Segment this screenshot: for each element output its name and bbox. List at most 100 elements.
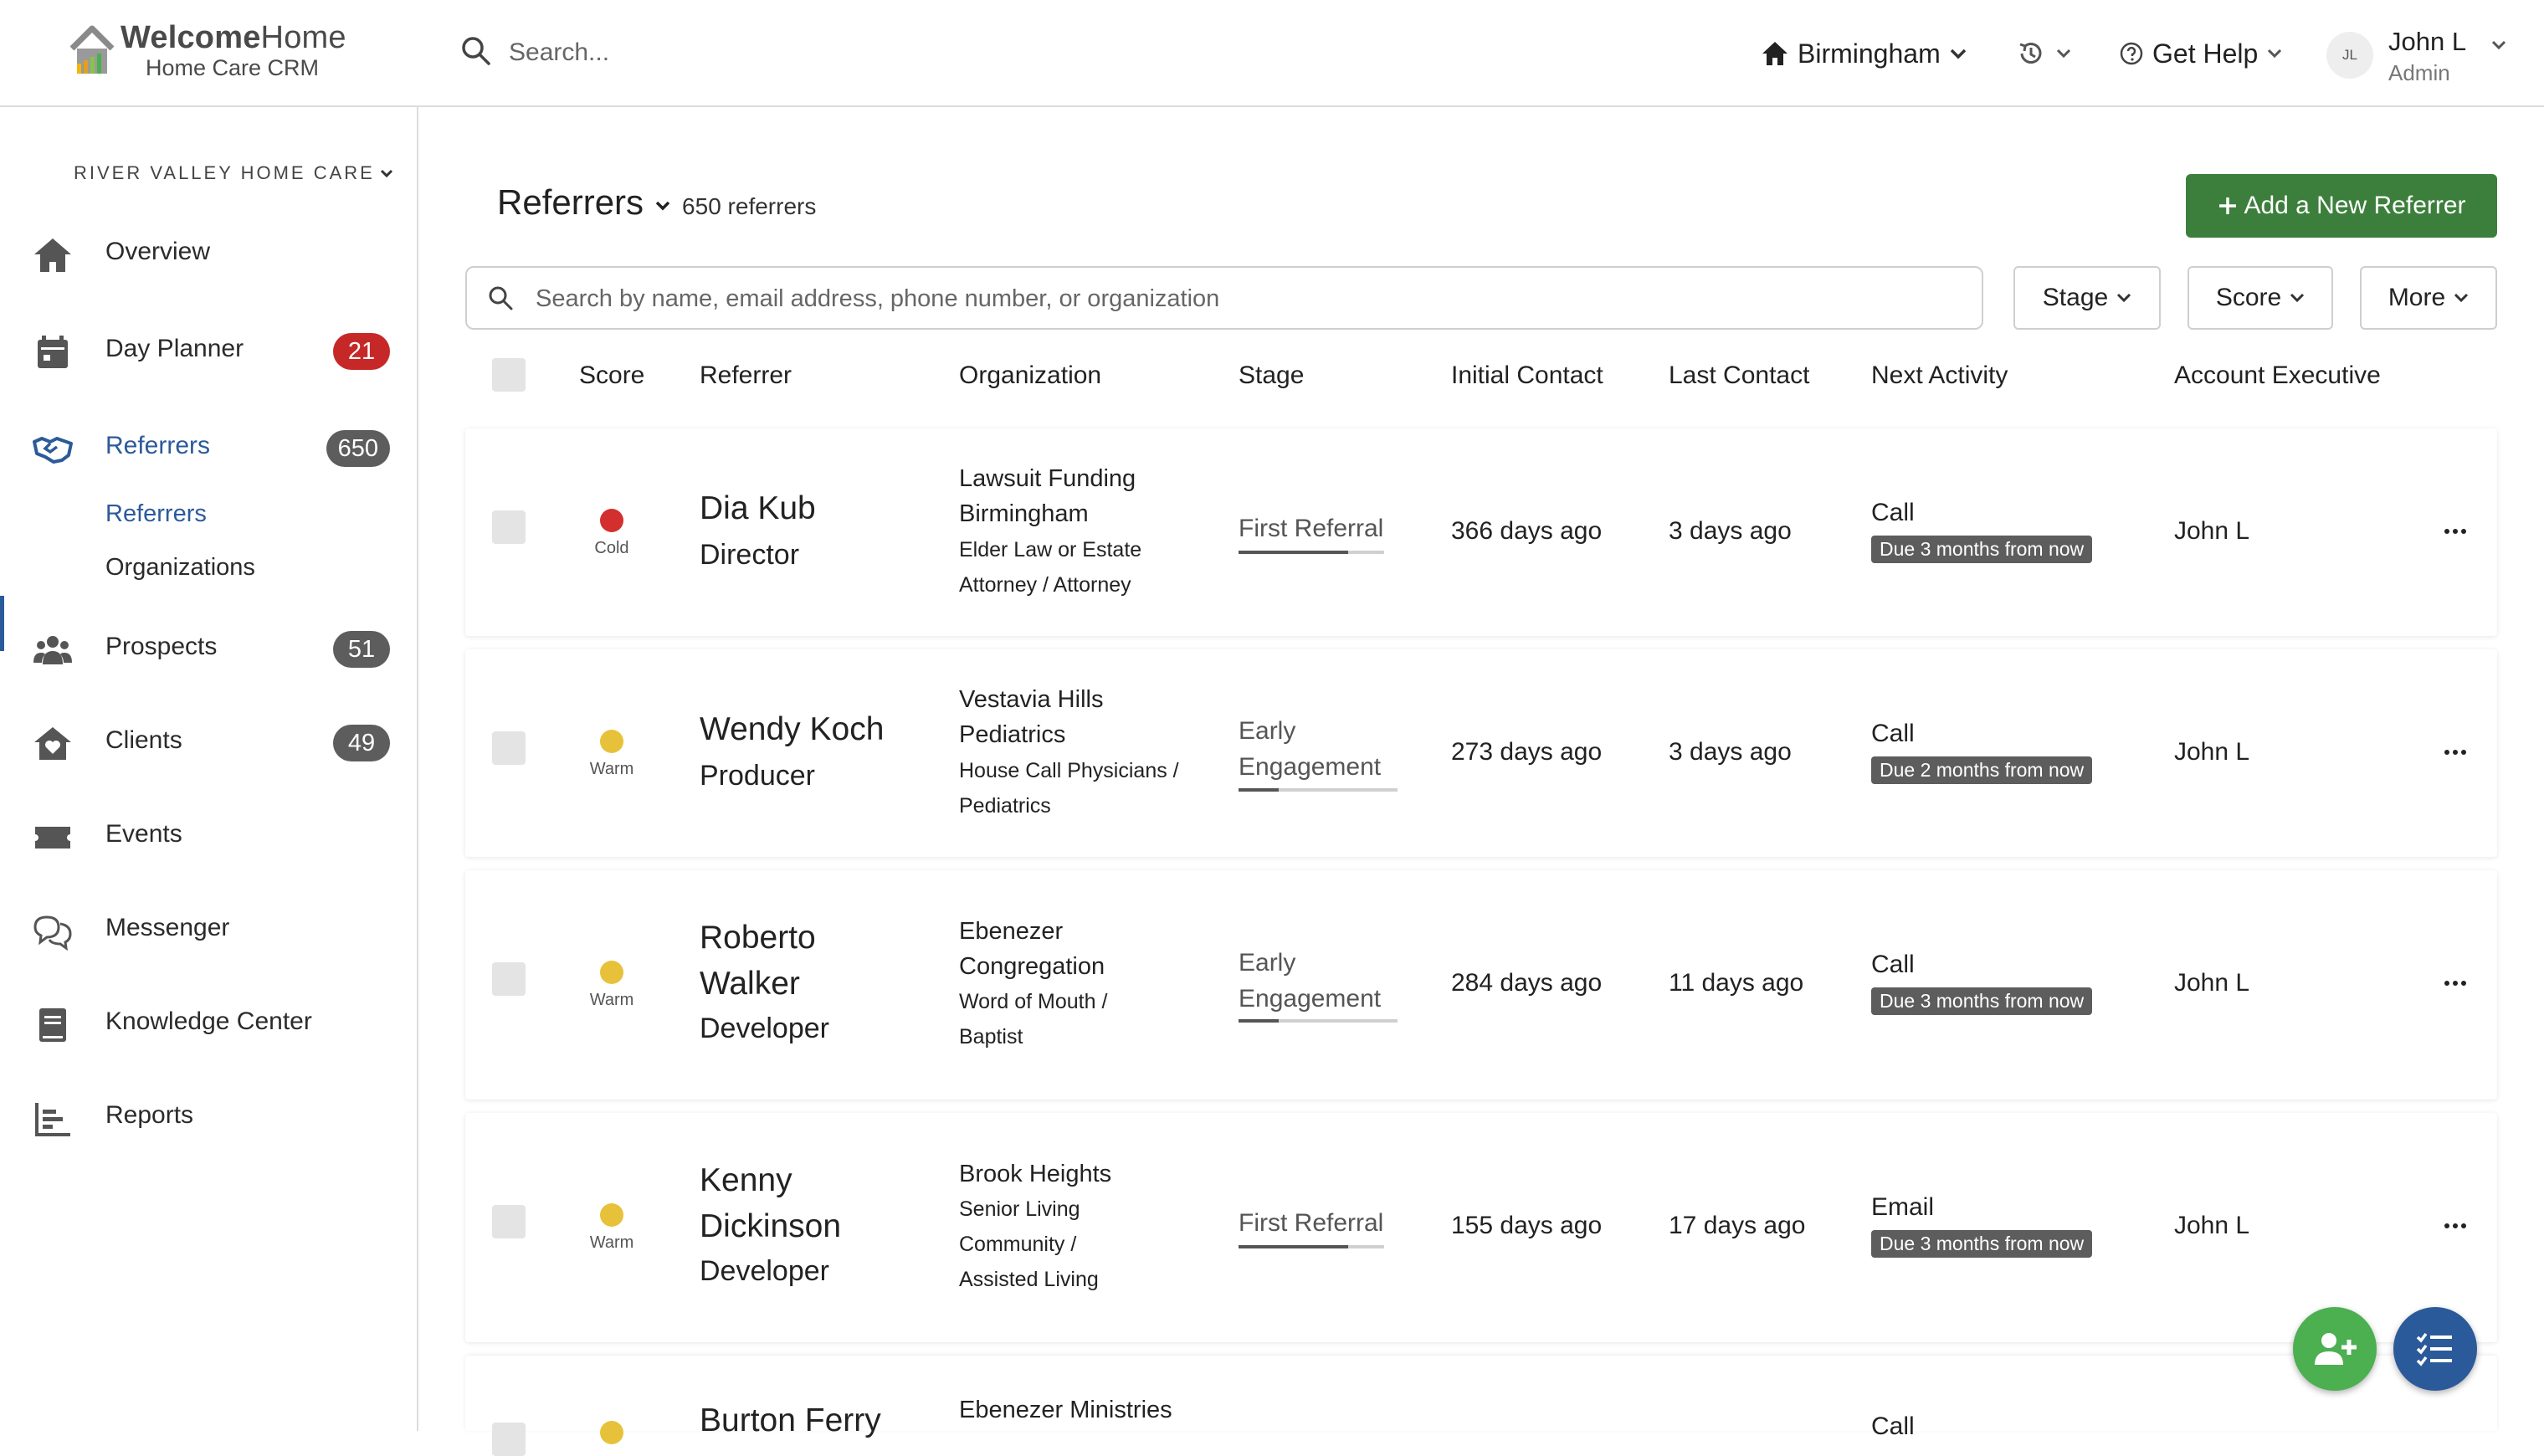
sidebar-item-label: Day Planner [105,335,244,362]
app-logo[interactable]: WelcomeHome Home Care CRM [69,20,362,84]
more-actions-icon[interactable] [2439,1213,2472,1238]
people-icon [33,636,72,664]
checklist-icon [2416,1332,2452,1366]
more-actions-icon[interactable] [2439,971,2472,996]
organization-name[interactable]: Brook Heights [959,1161,1112,1187]
due-badge: Due 3 months from now [1871,987,2093,1015]
last-contact: 17 days ago [1669,1212,1806,1239]
initial-contact: 284 days ago [1451,969,1603,997]
global-search-input[interactable] [507,32,862,74]
count-badge: 51 [333,631,390,668]
sidebar-item-day-planner[interactable]: Day Planner 21 [0,318,417,385]
sidebar-item-reports[interactable]: Reports [0,1084,417,1151]
next-activity-type[interactable]: Call [1871,951,1915,978]
row-checkbox[interactable] [492,962,526,996]
row-checkbox[interactable] [492,1205,526,1238]
column-header-next-activity[interactable]: Next Activity [1871,361,2008,389]
stage-label: Early Engagement [1239,949,1382,1013]
stage-progress [1239,1019,1398,1023]
sidebar-item-label: Events [105,820,182,848]
initial-contact: 273 days ago [1451,738,1603,766]
row-checkbox[interactable] [492,510,526,544]
column-header-referrer[interactable]: Referrer [700,361,792,389]
initial-contact: 366 days ago [1451,517,1603,545]
table-row[interactable] [465,649,2497,857]
due-badge: Due 2 months from now [1871,756,2093,784]
score-dot [600,1421,623,1444]
organization-selector[interactable]: RIVER VALLEY HOME CARE [74,162,393,184]
more-filter-button[interactable]: More [2360,266,2497,330]
organization-name[interactable]: Ebenezer Congregation [959,918,1105,980]
column-header-account-executive[interactable]: Account Executive [2174,361,2381,389]
row-checkbox[interactable] [492,1423,526,1456]
referrer-title: Developer [700,1013,829,1044]
referrer-title: Director [700,539,800,571]
row-checkbox[interactable] [492,731,526,765]
organization-name[interactable]: Vestavia Hills Pediatrics [959,686,1104,748]
sidebar-subitem-organizations[interactable]: Organizations [105,554,255,581]
book-icon [39,1008,66,1042]
stage-filter-button[interactable]: Stage [2013,266,2161,330]
next-activity-type[interactable]: Call [1871,499,1915,526]
select-all-checkbox[interactable] [492,358,526,392]
initial-contact: 155 days ago [1451,1212,1603,1239]
organization-type: House Call Physicians / Pediatrics [959,759,1179,818]
table-row[interactable] [465,1113,2497,1342]
next-activity-type[interactable]: Email [1871,1193,1935,1221]
location-selector[interactable]: Birmingham [1761,33,1967,74]
stage-progress [1239,788,1398,792]
table-row[interactable] [465,1356,2497,1431]
sidebar-item-events[interactable]: Events [0,803,417,870]
column-header-last-contact[interactable]: Last Contact [1669,361,1810,389]
more-actions-icon[interactable] [2439,519,2472,544]
referrer-name[interactable]: Roberto Walker [700,920,816,1002]
stage-progress-fill [1239,1245,1348,1248]
filter-label: Score [2215,284,2282,311]
filter-label: Stage [2042,284,2109,311]
referrer-name[interactable]: Dia Kub [700,490,816,526]
user-menu[interactable]: JL John L Admin [2326,25,2519,85]
organization-name[interactable]: Ebenezer Ministries [959,1397,1172,1423]
organization-name[interactable]: Lawsuit Funding Birmingham [959,465,1136,527]
more-actions-icon[interactable] [2439,740,2472,765]
next-activity-type[interactable]: Call [1871,1412,1915,1440]
global-search[interactable] [460,32,879,74]
help-label: Get Help [2152,38,2259,69]
active-indicator [0,596,4,651]
sidebar-item-referrers[interactable]: Referrers 650 [0,415,417,482]
history-button[interactable] [2017,35,2072,72]
user-name: John L [2388,27,2467,56]
ticket-icon [35,827,70,848]
sidebar-item-prospects[interactable]: Prospects 51 [0,616,417,683]
sidebar-subitem-referrers[interactable]: Referrers [105,500,207,527]
sidebar-item-clients[interactable]: Clients 49 [0,710,417,777]
referrer-name[interactable]: Wendy Koch [700,711,885,747]
add-referrer-button[interactable]: Add a New Referrer [2186,174,2497,238]
column-header-stage[interactable]: Stage [1239,361,1305,389]
score-filter-button[interactable]: Score [2188,266,2333,330]
referrer-search-input[interactable] [534,278,1960,320]
referrer-title: Developer [700,1255,829,1287]
column-header-score[interactable]: Score [579,361,645,389]
account-executive: John L [2174,969,2250,997]
table-row[interactable] [465,870,2497,1100]
score-dot [600,1203,623,1227]
last-contact: 11 days ago [1669,969,1804,997]
task-list-button[interactable] [2393,1307,2477,1391]
question-circle-icon [2120,42,2143,65]
table-row[interactable] [465,428,2497,636]
help-menu[interactable]: Get Help [2119,33,2283,74]
organization-name: RIVER VALLEY HOME CARE [74,162,375,183]
chevron-down-icon[interactable] [655,201,670,211]
add-person-button[interactable] [2293,1307,2377,1391]
next-activity-type[interactable]: Call [1871,720,1915,747]
sidebar-item-overview[interactable]: Overview [0,221,417,288]
sidebar-item-messenger[interactable]: Messenger [0,897,417,964]
sidebar-item-knowledge-center[interactable]: Knowledge Center [0,991,417,1058]
referrer-search[interactable] [465,266,1983,330]
score-label: Warm [589,760,634,778]
column-header-organization[interactable]: Organization [959,361,1102,389]
referrer-name[interactable]: Burton Ferry [700,1402,881,1438]
referrer-name[interactable]: Kenny Dickinson [700,1162,842,1244]
column-header-initial-contact[interactable]: Initial Contact [1451,361,1603,389]
